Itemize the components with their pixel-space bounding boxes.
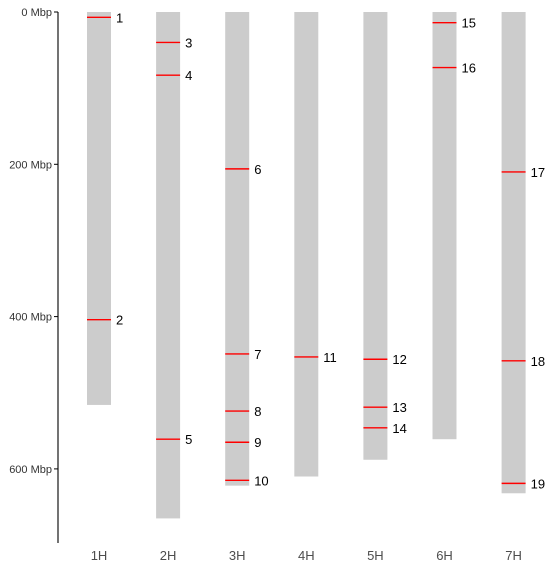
marker-label: 11 [323,350,337,365]
chromosome-label-7h: 7H [505,548,522,563]
marker-label: 1 [116,10,123,25]
y-axis-ticks: 0 Mbp 200 Mbp 400 Mbp 600 Mbp [9,7,58,476]
y-tick-label: 600 Mbp [9,464,52,476]
marker-label: 19 [531,476,545,491]
chromosome-label-2h: 2H [160,548,177,563]
marker-label: 6 [254,162,261,177]
marker-label: 8 [254,404,261,419]
chromosome-label-4h: 4H [298,548,315,563]
chromosome-bar-6h [432,12,457,440]
marker-label: 5 [185,432,192,447]
chromosome-labels: 1H 2H 3H 4H 5H 6H 7H [91,548,522,563]
marker-label: 7 [254,347,261,362]
chromosome-bars [87,12,526,519]
marker-label: 13 [392,400,406,415]
chromosome-label-1h: 1H [91,548,108,563]
marker-label: 17 [531,165,545,180]
marker-label: 14 [392,421,406,436]
chromosome-bar-4h [294,12,319,477]
marker-label: 18 [531,354,545,369]
chromosome-bar-5h [363,12,388,460]
marker-label: 15 [462,16,476,31]
y-tick-label: 400 Mbp [9,312,52,324]
marker-label: 16 [462,61,476,76]
marker-label: 9 [254,435,261,450]
marker-label: 3 [185,35,192,50]
chromosome-label-5h: 5H [367,548,384,563]
chromosome-bar-1h [87,12,111,405]
chromosome-bar-2h [156,12,181,519]
y-tick-label: 200 Mbp [9,159,52,171]
chromosome-label-3h: 3H [229,548,246,563]
marker-label: 12 [392,352,406,367]
marker-label: 10 [254,473,268,488]
chromosome-bar-3h [225,12,250,486]
marker-label: 4 [185,68,192,83]
chromosome-bar-7h [501,12,526,494]
y-tick-label: 0 Mbp [21,7,52,19]
marker-label: 2 [116,313,123,328]
chromosome-label-6h: 6H [436,548,453,563]
